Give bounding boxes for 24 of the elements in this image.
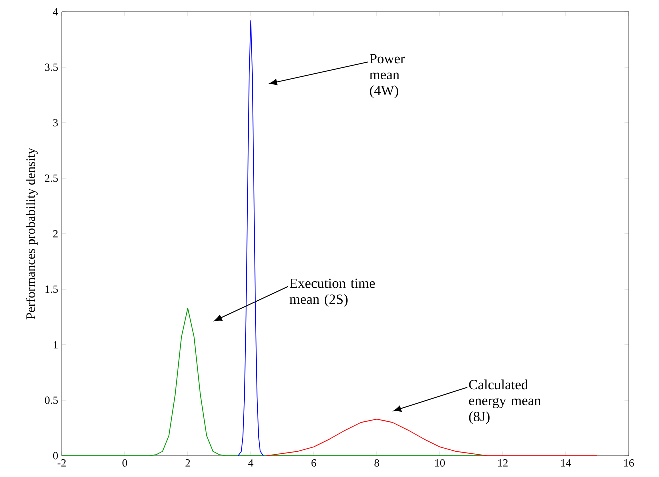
y-tick-label: 1.5: [46, 286, 58, 294]
line-series: [238, 20, 264, 456]
annotation: Calculated energy mean (8J): [469, 380, 542, 424]
y-tick-label: 3.5: [45, 64, 58, 72]
x-tick-label: 4: [248, 460, 254, 467]
y-tick-label: 2: [53, 230, 58, 238]
annotation: Power mean (4W): [370, 54, 406, 98]
y-tick-label: 2.5: [45, 174, 58, 182]
y-tick-label: 3: [54, 119, 58, 127]
x-tick-label: 8: [374, 460, 380, 467]
x-tick-label: 14: [562, 460, 572, 467]
y-tick-label: 1: [54, 341, 58, 349]
annotation: Execution time mean (2S): [290, 278, 376, 308]
y-tick-label: 0: [53, 452, 58, 460]
x-tick-label: 0: [122, 460, 128, 467]
x-tick-label: -2: [58, 460, 66, 467]
y-tick-label: 0.5: [45, 396, 58, 404]
x-tick-label: 6: [312, 460, 316, 467]
x-tick-label: 2: [186, 460, 190, 467]
y-tick-label: 4: [53, 8, 58, 16]
x-tick-label: 10: [435, 460, 446, 467]
x-tick-label: 12: [498, 460, 508, 467]
x-tick-label: 16: [624, 460, 634, 467]
y-axis-title: Performances probability density: [26, 148, 38, 320]
